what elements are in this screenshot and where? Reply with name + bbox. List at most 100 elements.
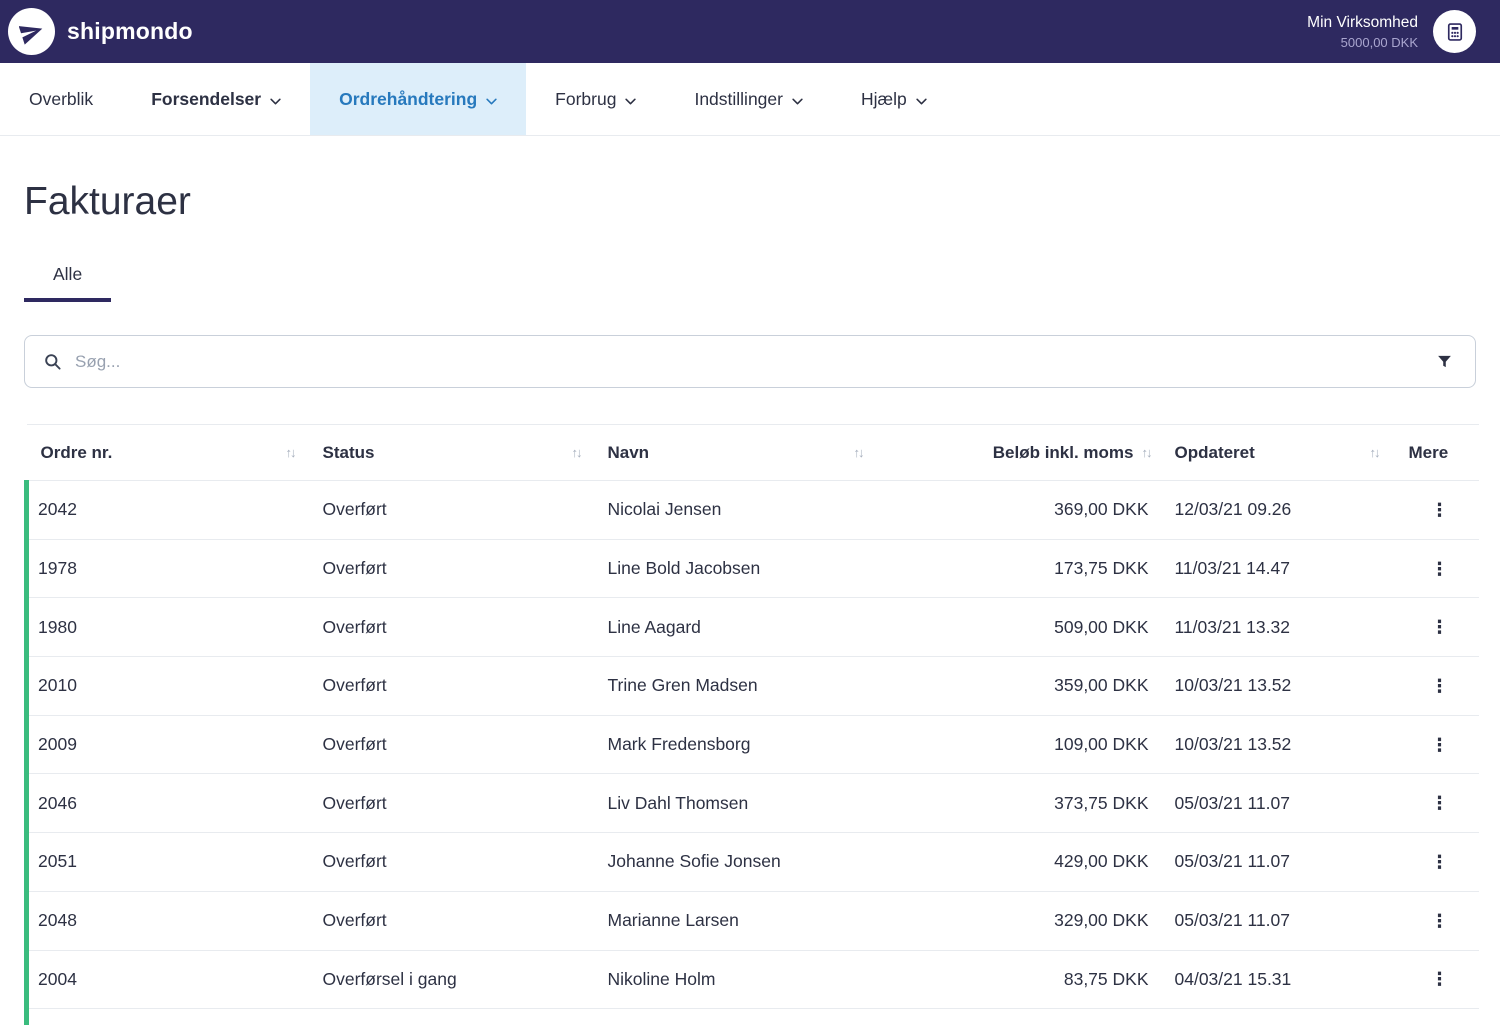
amount-cell: 359,00 DKK	[984, 656, 1175, 716]
main-nav: Overblik Forsendelser Ordrehåndtering Forbr…	[0, 63, 1500, 136]
amount-cell: 429,00 DKK	[984, 832, 1175, 892]
table-row[interactable]: 2009 Overført Mark Fredensborg 109,00 DKK 10…	[24, 715, 1479, 775]
search-input[interactable]	[75, 351, 1419, 372]
status-cell: Overført	[322, 715, 608, 775]
filter-button[interactable]	[1432, 349, 1457, 374]
nav-item-ordrehaandtering[interactable]: Ordrehåndtering	[310, 63, 527, 135]
column-label: Beløb inkl. moms	[992, 442, 1134, 462]
column-label: Ordre nr.	[40, 442, 113, 462]
nav-item-overblik[interactable]: Overblik	[0, 63, 122, 135]
chevron-down-icon	[625, 98, 637, 105]
nav-item-indstillinger[interactable]: Indstillinger	[665, 63, 832, 135]
column-header-opdateret[interactable]: Opdateret ↑↓	[1174, 424, 1409, 481]
amount-cell: 509,00 DKK	[984, 597, 1175, 658]
table-row[interactable]: 1980 Overført Line Aagard 509,00 DKK 11/03/2…	[24, 597, 1479, 658]
balance-button[interactable]	[1433, 10, 1476, 53]
amount-cell: 329,00 DKK	[984, 891, 1175, 951]
updated-cell: 10/03/21 13.52	[1174, 715, 1409, 775]
table-row[interactable]: 2004 Overførsel i gang Nikoline Holm 83,75 …	[24, 950, 1479, 1010]
nav-item-hjaelp[interactable]: Hjælp	[832, 63, 956, 135]
table-row-partial	[24, 1008, 1479, 1025]
table-row[interactable]: 2051 Overført Johanne Sofie Jonsen 429,00 D…	[24, 832, 1479, 892]
name-cell: Line Bold Jacobsen	[607, 539, 985, 599]
invoice-table: Ordre nr. ↑↓ Status ↑↓ Navn ↑↓ Beløb inkl. …	[24, 424, 1479, 1025]
more-options-button[interactable]: ⋮	[1423, 788, 1457, 818]
updated-cell: 12/03/21 09.26	[1174, 480, 1409, 540]
tab-alle[interactable]: Alle	[24, 264, 112, 302]
nav-item-label: Indstillinger	[694, 88, 783, 109]
more-options-button[interactable]: ⋮	[1423, 612, 1457, 642]
table-row[interactable]: 2048 Overført Marianne Larsen 329,00 DKK 05/…	[24, 891, 1479, 951]
brand[interactable]: shipmondo	[8, 8, 193, 55]
table-header-row: Ordre nr. ↑↓ Status ↑↓ Navn ↑↓ Beløb inkl. …	[26, 424, 1479, 481]
column-header-ordre-nr[interactable]: Ordre nr. ↑↓	[26, 424, 323, 481]
nav-item-label: Hjælp	[860, 88, 907, 109]
chevron-down-icon	[792, 98, 803, 105]
sort-icon[interactable]: ↑↓	[1141, 445, 1153, 460]
sort-icon[interactable]: ↑↓	[285, 445, 297, 460]
table-row[interactable]: 2046 Overført Liv Dahl Thomsen 373,75 DKK 05…	[24, 773, 1479, 834]
more-cell: ⋮	[1408, 656, 1479, 716]
more-options-button[interactable]: ⋮	[1423, 906, 1457, 936]
account-name: Min Virksomhed	[1307, 13, 1418, 31]
updated-cell: 11/03/21 14.47	[1174, 539, 1409, 599]
more-cell: ⋮	[1408, 950, 1479, 1010]
column-label: Navn	[607, 442, 650, 462]
chevron-down-icon	[916, 98, 927, 105]
more-cell: ⋮	[1408, 480, 1479, 540]
updated-cell: 05/03/21 11.07	[1174, 773, 1409, 834]
column-label: Status	[322, 442, 375, 462]
order-number-cell: 2010	[24, 656, 323, 716]
order-number-cell: 2046	[24, 773, 323, 834]
nav-item-label: Forbrug	[555, 88, 617, 109]
more-options-button[interactable]: ⋮	[1423, 730, 1457, 760]
amount-cell: 83,75 DKK	[984, 950, 1175, 1010]
status-cell: Overført	[322, 891, 608, 951]
more-cell: ⋮	[1408, 832, 1479, 892]
more-options-button[interactable]: ⋮	[1423, 964, 1457, 994]
updated-cell: 11/03/21 13.32	[1174, 597, 1409, 658]
shipmondo-logo-icon	[8, 8, 55, 55]
more-options-button[interactable]: ⋮	[1423, 847, 1457, 877]
sort-icon[interactable]: ↑↓	[1369, 445, 1381, 460]
table-row[interactable]: 2042 Overført Nicolai Jensen 369,00 DKK 12/0…	[24, 480, 1479, 540]
more-cell: ⋮	[1408, 715, 1479, 775]
more-options-button[interactable]: ⋮	[1423, 554, 1457, 584]
order-number-cell: 2009	[24, 715, 323, 775]
order-number-cell: 2042	[24, 480, 323, 540]
sort-icon[interactable]: ↑↓	[853, 445, 865, 460]
main-content: Fakturaer Alle Ordre	[0, 180, 1500, 1025]
amount-cell: 173,75 DKK	[984, 539, 1175, 599]
sort-icon[interactable]: ↑↓	[571, 445, 583, 460]
account-area: Min Virksomhed 5000,00 DKK	[1307, 10, 1476, 53]
nav-item-forsendelser[interactable]: Forsendelser	[122, 63, 310, 135]
tab-label: Alle	[53, 264, 83, 284]
search-icon	[43, 352, 62, 371]
updated-cell: 05/03/21 11.07	[1174, 832, 1409, 892]
table-row[interactable]: 2010 Overført Trine Gren Madsen 359,00 DKK 1…	[24, 656, 1479, 716]
status-cell: Overført	[322, 539, 608, 599]
status-cell: Overført	[322, 597, 608, 658]
more-cell: ⋮	[1408, 891, 1479, 951]
status-cell: Overført	[322, 656, 608, 716]
updated-cell: 04/03/21 15.31	[1174, 950, 1409, 1010]
name-cell: Nikoline Holm	[607, 950, 985, 1010]
calculator-icon	[1445, 22, 1465, 42]
status-cell: Overført	[322, 832, 608, 892]
more-cell: ⋮	[1408, 597, 1479, 658]
order-number-cell: 1978	[24, 539, 323, 599]
chevron-down-icon	[270, 98, 281, 105]
table-row[interactable]: 1978 Overført Line Bold Jacobsen 173,75 DKK…	[24, 539, 1479, 599]
more-options-button[interactable]: ⋮	[1423, 671, 1457, 701]
updated-cell: 10/03/21 13.52	[1174, 656, 1409, 716]
more-options-button[interactable]: ⋮	[1423, 495, 1457, 525]
column-header-beloeb[interactable]: Beløb inkl. moms ↑↓	[984, 424, 1175, 481]
column-header-navn[interactable]: Navn ↑↓	[607, 424, 985, 481]
name-cell: Johanne Sofie Jonsen	[607, 832, 985, 892]
updated-cell: 05/03/21 11.07	[1174, 891, 1409, 951]
order-number-cell: 2051	[24, 832, 323, 892]
column-header-status[interactable]: Status ↑↓	[322, 424, 608, 481]
name-cell: Liv Dahl Thomsen	[607, 773, 985, 834]
nav-item-forbrug[interactable]: Forbrug	[526, 63, 665, 135]
status-cell: Overført	[322, 773, 608, 834]
